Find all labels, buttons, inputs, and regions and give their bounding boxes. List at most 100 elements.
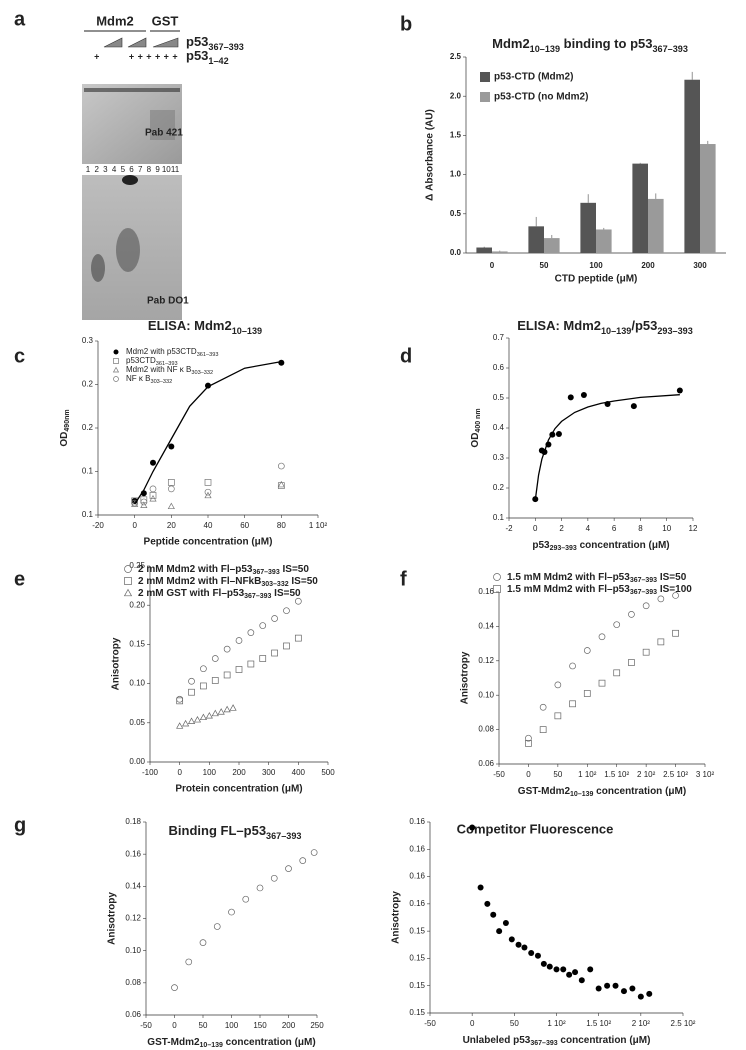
legend-label: p53-CTD (no Mdm2)	[494, 92, 588, 103]
y-tick-label: 0.1	[82, 510, 94, 519]
legend-label: p53-CTD (Mdm2)	[494, 72, 573, 83]
x-tick-label: -50	[493, 770, 505, 779]
bar	[632, 163, 648, 253]
x-tick-label: 100	[225, 1021, 239, 1030]
x-tick-label: 50	[553, 770, 562, 779]
row-label-part: 1–42	[208, 56, 228, 66]
y-tick-label: 1.0	[450, 170, 462, 179]
legend-label-part: IS=50	[657, 572, 687, 583]
marker	[490, 911, 497, 918]
marker	[259, 622, 267, 629]
gel-smear	[150, 110, 175, 140]
legend-label-part: 1.5 mM Mdm2 with Fl–p53	[507, 584, 630, 595]
marker	[578, 977, 585, 984]
x-tick-label: 50	[510, 1019, 519, 1028]
y-axis-label-part: 490nm	[64, 409, 71, 431]
y-tick-label: 0.05	[129, 718, 145, 727]
legend-label-part: Mdm2 with p53CTD	[126, 347, 197, 356]
x-tick-label: 50	[540, 261, 549, 270]
marker	[131, 499, 139, 507]
y-tick-label: 0.5	[450, 209, 462, 218]
y-tick-label: 0.16	[409, 844, 425, 853]
y-tick-label: 0.6	[493, 363, 505, 372]
marker	[193, 715, 202, 723]
x-axis-label-part: GST-Mdm2	[147, 1037, 200, 1048]
marker	[150, 459, 156, 466]
legend-label: 1.5 mM Mdm2 with Fl–p53367–393 IS=50	[507, 572, 687, 585]
x-tick-label: 0	[132, 521, 137, 530]
gel-band	[116, 228, 140, 272]
marker	[554, 681, 562, 689]
y-tick-label: 0.16	[409, 817, 425, 826]
y-tick-label: 0.2	[82, 423, 94, 432]
marker	[294, 597, 302, 605]
marker	[587, 966, 594, 973]
y-tick-label: 0.14	[478, 622, 494, 631]
marker	[167, 479, 175, 486]
x-axis-label: GST-Mdm210–139 concentration (μM)	[518, 786, 686, 799]
marker	[613, 669, 621, 677]
x-tick-label: 2	[559, 524, 564, 533]
legend-label-part: 367–393	[252, 569, 279, 576]
marker	[580, 392, 587, 398]
marker	[167, 502, 175, 510]
marker	[646, 990, 653, 997]
marker	[149, 492, 157, 499]
marker	[515, 941, 522, 948]
bar	[528, 226, 544, 253]
y-tick-label: 0.2	[493, 483, 505, 492]
legend-label-part: 303–332	[191, 370, 213, 376]
marker	[140, 498, 148, 506]
marker	[642, 602, 650, 610]
chart-title-part: 367–393	[266, 831, 301, 841]
y-tick-label: 0.06	[478, 759, 494, 768]
x-tick-label: 0	[172, 1021, 177, 1030]
chart-title: Binding FL–p53367–393	[169, 823, 302, 841]
x-axis-label-part: 10–139	[570, 791, 593, 798]
y-tick-label: 0.1	[82, 467, 94, 476]
legend-label: p53CTD361–393	[126, 356, 178, 367]
marker	[521, 944, 528, 951]
marker	[604, 982, 611, 989]
marker	[205, 382, 211, 389]
y-tick-label: 0.10	[125, 946, 141, 955]
bar	[596, 229, 612, 253]
marker	[171, 984, 178, 992]
legend-label-part: 2 mM Mdm2 with Fl–NFkB	[138, 576, 261, 587]
x-axis-label-part: Unlabeled p53	[463, 1035, 531, 1046]
legend-label: Mdm2 with p53CTD361–393	[126, 347, 218, 358]
chart-title-part: Mdm2	[492, 36, 530, 51]
x-tick-label: -2	[505, 524, 513, 533]
x-tick-label: 200	[282, 1021, 296, 1030]
gel-band	[84, 88, 180, 92]
x-tick-label: 50	[199, 1021, 208, 1030]
y-tick-label: 0.12	[478, 656, 494, 665]
marker	[508, 936, 515, 943]
marker	[583, 647, 591, 654]
legend-label-part: 367–393	[630, 577, 657, 584]
x-tick-label: 3 10²	[696, 770, 715, 779]
marker	[553, 966, 560, 973]
marker	[310, 849, 318, 856]
marker	[546, 963, 553, 970]
marker	[213, 923, 221, 930]
x-tick-label: 20	[167, 521, 176, 530]
chart-title-part: ELISA: Mdm2	[148, 318, 232, 333]
marker	[182, 719, 190, 727]
marker	[528, 949, 535, 956]
lane-number: 10	[162, 165, 171, 174]
marker	[477, 884, 484, 891]
legend-label: NF κ B303–332	[126, 374, 172, 385]
y-axis-label: Anisotropy	[391, 891, 402, 944]
plus-sign: +	[172, 51, 177, 61]
marker	[277, 462, 285, 470]
y-tick-label: 0.15	[409, 954, 425, 963]
marker	[188, 688, 195, 696]
marker	[628, 611, 635, 618]
x-tick-label: 4	[586, 524, 591, 533]
y-tick-label: 0.12	[125, 914, 141, 923]
wedge	[127, 37, 147, 48]
y-tick-label: 0.3	[82, 336, 94, 345]
chart-title-part: 293–393	[657, 326, 692, 336]
x-tick-label: 2.5 10²	[671, 1019, 696, 1028]
